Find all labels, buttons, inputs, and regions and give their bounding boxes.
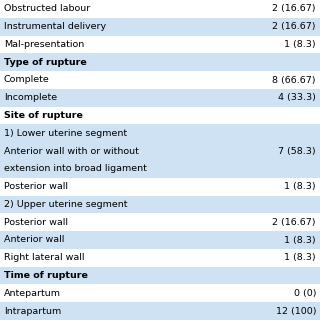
Text: 2) Upper uterine segment: 2) Upper uterine segment <box>4 200 127 209</box>
Text: Intrapartum: Intrapartum <box>4 307 61 316</box>
Text: 1 (8.3): 1 (8.3) <box>284 253 316 262</box>
Text: Site of rupture: Site of rupture <box>4 111 83 120</box>
Text: Mal-presentation: Mal-presentation <box>4 40 84 49</box>
Text: extension into broad ligament: extension into broad ligament <box>4 164 147 173</box>
Text: 0 (0): 0 (0) <box>293 289 316 298</box>
Bar <box>0 142 320 160</box>
Text: Anterior wall with or without: Anterior wall with or without <box>4 147 139 156</box>
Text: Posterior wall: Posterior wall <box>4 182 68 191</box>
Bar <box>0 71 320 89</box>
Text: 2 (16.67): 2 (16.67) <box>273 4 316 13</box>
Bar <box>0 284 320 302</box>
Bar <box>0 231 320 249</box>
Text: Posterior wall: Posterior wall <box>4 218 68 227</box>
Bar <box>0 0 320 18</box>
Text: 8 (66.67): 8 (66.67) <box>273 76 316 84</box>
Text: Incomplete: Incomplete <box>4 93 57 102</box>
Bar <box>0 249 320 267</box>
Text: Complete: Complete <box>4 76 50 84</box>
Bar <box>0 89 320 107</box>
Text: Anterior wall: Anterior wall <box>4 236 64 244</box>
Text: 2 (16.67): 2 (16.67) <box>273 22 316 31</box>
Text: 1 (8.3): 1 (8.3) <box>284 182 316 191</box>
Text: Type of rupture: Type of rupture <box>4 58 87 67</box>
Bar <box>0 160 320 178</box>
Bar <box>0 178 320 196</box>
Text: 1) Lower uterine segment: 1) Lower uterine segment <box>4 129 127 138</box>
Text: 1 (8.3): 1 (8.3) <box>284 236 316 244</box>
Text: 12 (100): 12 (100) <box>276 307 316 316</box>
Text: Obstructed labour: Obstructed labour <box>4 4 90 13</box>
Text: 7 (58.3): 7 (58.3) <box>278 147 316 156</box>
Text: 2 (16.67): 2 (16.67) <box>273 218 316 227</box>
Text: Instrumental delivery: Instrumental delivery <box>4 22 106 31</box>
Bar <box>0 196 320 213</box>
Bar <box>0 302 320 320</box>
Text: 1 (8.3): 1 (8.3) <box>284 40 316 49</box>
Bar <box>0 53 320 71</box>
Text: Time of rupture: Time of rupture <box>4 271 88 280</box>
Bar <box>0 213 320 231</box>
Text: 4 (33.3): 4 (33.3) <box>278 93 316 102</box>
Text: Right lateral wall: Right lateral wall <box>4 253 84 262</box>
Text: Antepartum: Antepartum <box>4 289 61 298</box>
Bar <box>0 124 320 142</box>
Bar <box>0 36 320 53</box>
Bar <box>0 267 320 284</box>
Bar <box>0 18 320 36</box>
Bar <box>0 107 320 124</box>
